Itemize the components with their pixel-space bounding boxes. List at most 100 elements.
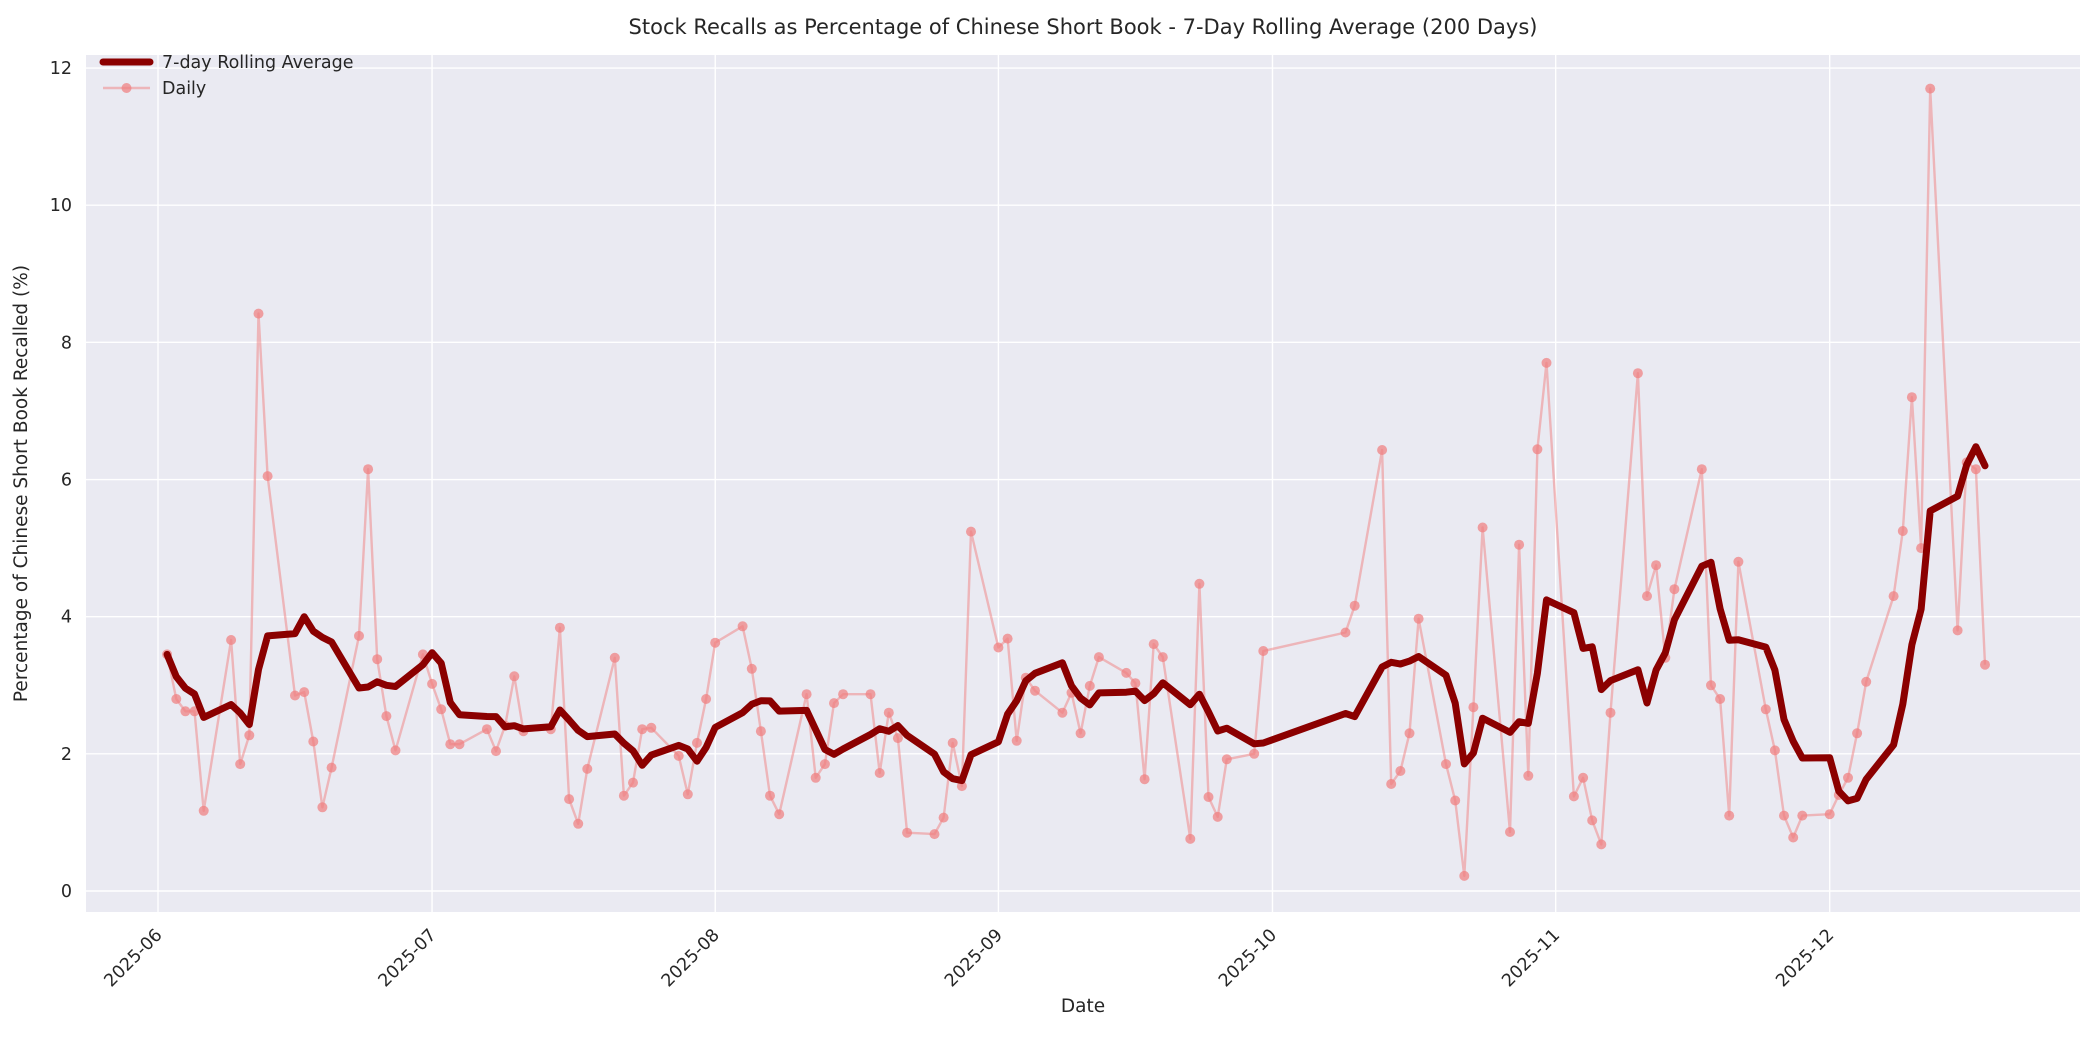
legend-daily-label: Daily <box>162 79 206 99</box>
daily-point <box>180 706 191 717</box>
daily-point <box>573 818 584 829</box>
daily-point <box>1377 445 1388 455</box>
daily-point <box>253 308 264 319</box>
daily-point <box>436 704 447 715</box>
daily-point <box>1249 748 1260 759</box>
daily-point <box>1523 770 1534 781</box>
daily-point <box>372 654 383 665</box>
daily-point <box>1952 625 1963 636</box>
daily-point <box>1121 667 1132 678</box>
daily-point <box>1651 560 1662 571</box>
plot-area <box>86 55 2080 912</box>
daily-point <box>1596 839 1607 850</box>
daily-point <box>1084 680 1095 691</box>
daily-point <box>363 464 374 475</box>
daily-point <box>673 750 684 761</box>
daily-point <box>746 663 757 674</box>
daily-point <box>1002 633 1013 644</box>
daily-point <box>929 829 940 840</box>
daily-point <box>1194 578 1205 589</box>
daily-point <box>1349 600 1360 611</box>
daily-point <box>609 652 620 663</box>
daily-point <box>299 687 310 698</box>
daily-point <box>628 777 638 788</box>
daily-point <box>308 736 319 747</box>
daily-point <box>226 635 237 645</box>
daily-point <box>1605 707 1616 718</box>
daily-point <box>801 689 812 700</box>
daily-point <box>1157 652 1168 663</box>
daily-point <box>902 827 913 838</box>
daily-point <box>755 726 766 737</box>
legend-rolling-label: 7-day Rolling Average <box>162 53 354 73</box>
daily-point <box>354 630 364 641</box>
daily-point <box>509 671 520 682</box>
daily-point <box>618 790 629 801</box>
daily-point <box>262 471 273 482</box>
daily-point <box>938 812 949 823</box>
daily-point <box>1185 833 1196 844</box>
daily-point <box>1797 810 1808 821</box>
daily-point <box>564 794 575 805</box>
daily-point <box>1514 539 1525 550</box>
daily-point <box>646 722 657 733</box>
daily-point <box>1139 774 1150 785</box>
daily-point <box>390 745 401 756</box>
daily-point <box>993 642 1004 653</box>
daily-point <box>317 802 328 813</box>
daily-point <box>244 730 255 741</box>
daily-point <box>1888 591 1899 602</box>
daily-point <box>235 759 246 770</box>
daily-point <box>1075 728 1086 739</box>
daily-point <box>1532 444 1543 455</box>
daily-point <box>883 707 894 718</box>
daily-point <box>1769 745 1780 756</box>
daily-point <box>445 739 456 750</box>
rolling-average-line <box>163 443 1989 805</box>
daily-point <box>947 737 958 748</box>
daily-point <box>1477 522 1488 533</box>
daily-point <box>1706 680 1716 691</box>
gridlines <box>86 55 2080 912</box>
daily-point <box>819 759 830 770</box>
daily-point <box>1386 779 1397 789</box>
daily-point <box>1568 791 1579 802</box>
daily-point <box>1093 652 1104 663</box>
daily-point <box>1970 464 1981 475</box>
daily-point <box>1340 627 1351 638</box>
y-axis-label: Percentage of Chinese Short Book Recalle… <box>11 265 32 702</box>
daily-point <box>1505 827 1515 837</box>
daily-point <box>1541 357 1552 368</box>
daily-point <box>966 526 976 537</box>
daily-point <box>1980 659 1990 670</box>
daily-point <box>1395 766 1406 776</box>
y-tick-labels: 0 2 4 6 8 10 12 <box>50 59 72 902</box>
chart-title: Stock Recalls as Percentage of Chinese S… <box>629 15 1538 39</box>
y-tick-label: 2 <box>61 745 72 765</box>
daily-point <box>1897 526 1908 536</box>
daily-point <box>1057 707 1068 718</box>
daily-point <box>1578 772 1589 783</box>
daily-point <box>737 621 748 632</box>
y-tick-label: 0 <box>61 882 72 902</box>
daily-point <box>774 809 785 820</box>
daily-point <box>892 733 903 744</box>
daily-point <box>1459 870 1470 881</box>
x-axis-label: Date <box>1061 996 1105 1017</box>
daily-point <box>1642 591 1652 602</box>
y-tick-label: 12 <box>50 59 72 79</box>
daily-point <box>1404 728 1415 739</box>
daily-point <box>637 724 648 735</box>
daily-point <box>1779 810 1789 821</box>
daily-point <box>710 637 721 648</box>
daily-point <box>198 805 209 816</box>
daily-point <box>1258 646 1269 656</box>
daily-point <box>874 768 885 778</box>
y-tick-label: 6 <box>61 471 72 491</box>
daily-point <box>1861 676 1872 687</box>
daily-point <box>1696 464 1707 475</box>
daily-line <box>165 87 1987 878</box>
daily-point <box>829 698 839 709</box>
daily-point <box>481 724 492 735</box>
